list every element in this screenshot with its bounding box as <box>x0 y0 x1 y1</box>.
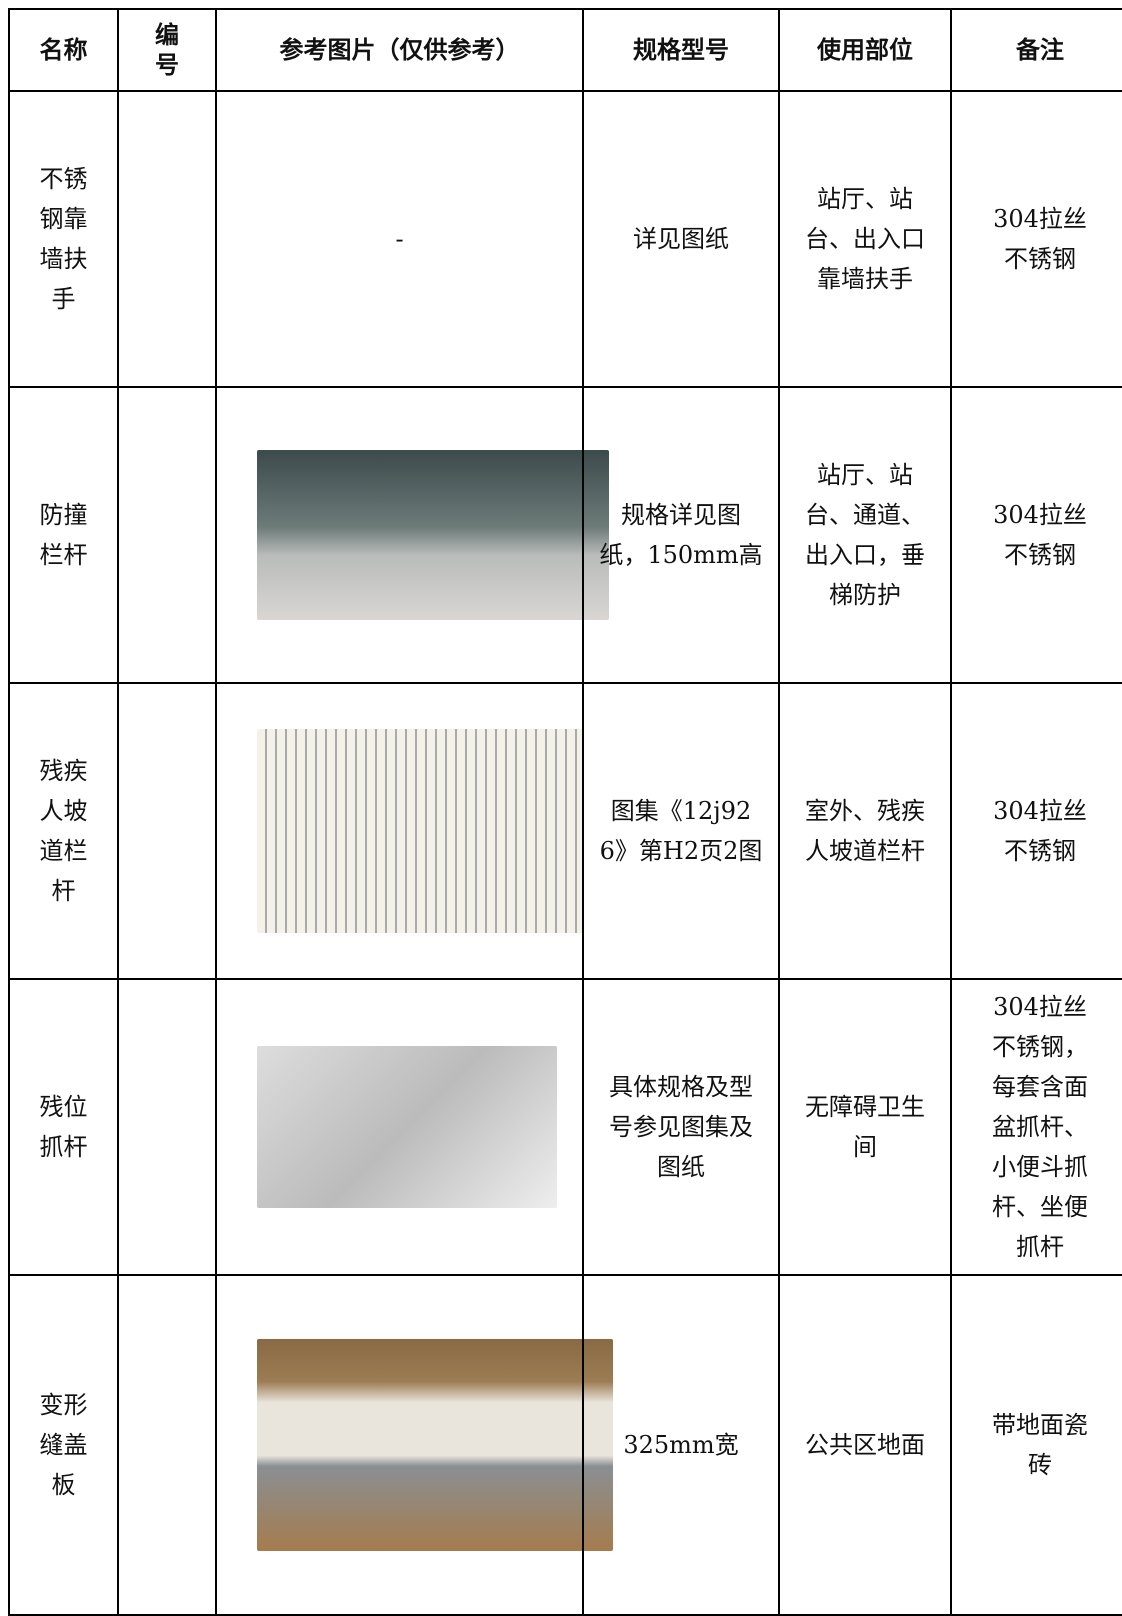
table-cell: 304拉丝不锈钢 <box>950 386 1122 684</box>
header-cell: 编号 <box>117 8 217 92</box>
header-cell: 备注 <box>950 8 1122 92</box>
reference-image <box>257 450 609 620</box>
table-cell: 残位抓杆 <box>8 978 119 1276</box>
table-cell <box>215 1274 613 1616</box>
table-cell: 325mm宽 <box>582 1274 780 1616</box>
table-cell: 站厅、站台、通道、出入口，垂梯防护 <box>778 386 952 684</box>
reference-image <box>257 1046 557 1208</box>
table-cell <box>117 682 217 980</box>
header-cell: 名称 <box>8 8 119 92</box>
spec-table: 名称 编号 参考图片（仅供参考） 规格型号 使用部位 备注 不锈钢靠墙扶手 - 详见… <box>8 8 1122 1616</box>
table-cell: 带地面瓷砖 <box>950 1274 1122 1616</box>
spec-text: 325mm宽 <box>623 1431 739 1459</box>
table-cell <box>215 386 609 684</box>
reference-image <box>257 1339 613 1551</box>
table-cell <box>117 1274 217 1616</box>
table-cell <box>117 90 217 388</box>
name-text: 残疾人坡道栏杆 <box>39 757 88 905</box>
image-text: - <box>395 225 404 253</box>
name-text: 不锈钢靠墙扶手 <box>39 165 88 313</box>
spec-text: 图集《12j926》第H2页2图 <box>599 797 763 865</box>
table-cell: 具体规格及型号参见图集及图纸 <box>582 978 780 1276</box>
table-cell: 304拉丝不锈钢 <box>950 90 1122 388</box>
header-cell: 规格型号 <box>582 8 780 92</box>
location-text: 无障碍卫生间 <box>805 1093 925 1161</box>
table-cell: 防撞栏杆 <box>8 386 119 684</box>
header-row: 名称 编号 参考图片（仅供参考） 规格型号 使用部位 备注 <box>8 8 1122 92</box>
table-cell: 304拉丝不锈钢 <box>950 682 1122 980</box>
name-text: 防撞栏杆 <box>39 501 88 569</box>
header-cell: 参考图片（仅供参考） <box>215 8 584 92</box>
table-cell <box>215 978 584 1276</box>
location-text: 站厅、站台、出入口靠墙扶手 <box>805 185 925 293</box>
table-cell <box>117 386 217 684</box>
name-text: 残位抓杆 <box>39 1093 88 1161</box>
table-row: 防撞栏杆 规格详见图纸，150mm高 站厅、站台、通道、出入口，垂梯防护 304拉丝不… <box>8 386 1122 684</box>
spec-text: 详见图纸 <box>633 225 729 253</box>
table-cell: 公共区地面 <box>778 1274 952 1616</box>
spec-text: 具体规格及型号参见图集及图纸 <box>609 1073 753 1181</box>
note-text: 带地面瓷砖 <box>992 1411 1088 1479</box>
header-text: 编号 <box>155 21 179 79</box>
table-cell: - <box>215 90 584 388</box>
table-cell: 变形缝盖板 <box>8 1274 119 1616</box>
table-cell: 站厅、站台、出入口靠墙扶手 <box>778 90 952 388</box>
table-cell: 规格详见图纸，150mm高 <box>582 386 780 684</box>
table-cell: 室外、残疾人坡道栏杆 <box>778 682 952 980</box>
table-cell: 详见图纸 <box>582 90 780 388</box>
table-cell <box>215 682 584 980</box>
table-cell <box>117 978 217 1276</box>
note-text: 304拉丝不锈钢 <box>993 797 1087 865</box>
reference-image <box>257 729 583 933</box>
note-text: 304拉丝不锈钢 <box>993 501 1087 569</box>
table-cell: 残疾人坡道栏杆 <box>8 682 119 980</box>
header-cell: 使用部位 <box>778 8 952 92</box>
spec-text: 规格详见图纸，150mm高 <box>599 501 763 569</box>
table-row: 残疾人坡道栏杆 图集《12j926》第H2页2图 室外、残疾人坡道栏杆 304拉丝不锈… <box>8 682 1122 980</box>
location-text: 室外、残疾人坡道栏杆 <box>805 797 925 865</box>
table-row: 残位抓杆 具体规格及型号参见图集及图纸 无障碍卫生间 304拉丝不锈钢，每套含面盆抓杆… <box>8 978 1122 1276</box>
table-cell: 图集《12j926》第H2页2图 <box>582 682 780 980</box>
location-text: 站厅、站台、通道、出入口，垂梯防护 <box>805 461 925 609</box>
table-cell: 无障碍卫生间 <box>778 978 952 1276</box>
table-cell: 304拉丝不锈钢，每套含面盆抓杆、小便斗抓杆、坐便抓杆 <box>950 978 1122 1276</box>
note-text: 304拉丝不锈钢 <box>993 205 1087 273</box>
location-text: 公共区地面 <box>805 1431 925 1459</box>
table-cell: 不锈钢靠墙扶手 <box>8 90 119 388</box>
note-text: 304拉丝不锈钢，每套含面盆抓杆、小便斗抓杆、坐便抓杆 <box>992 993 1088 1261</box>
table-row: 变形缝盖板 325mm宽 公共区地面 带地面瓷砖 <box>8 1274 1122 1616</box>
name-text: 变形缝盖板 <box>39 1391 88 1499</box>
table-row: 不锈钢靠墙扶手 - 详见图纸 站厅、站台、出入口靠墙扶手 304拉丝不锈钢 <box>8 90 1122 388</box>
